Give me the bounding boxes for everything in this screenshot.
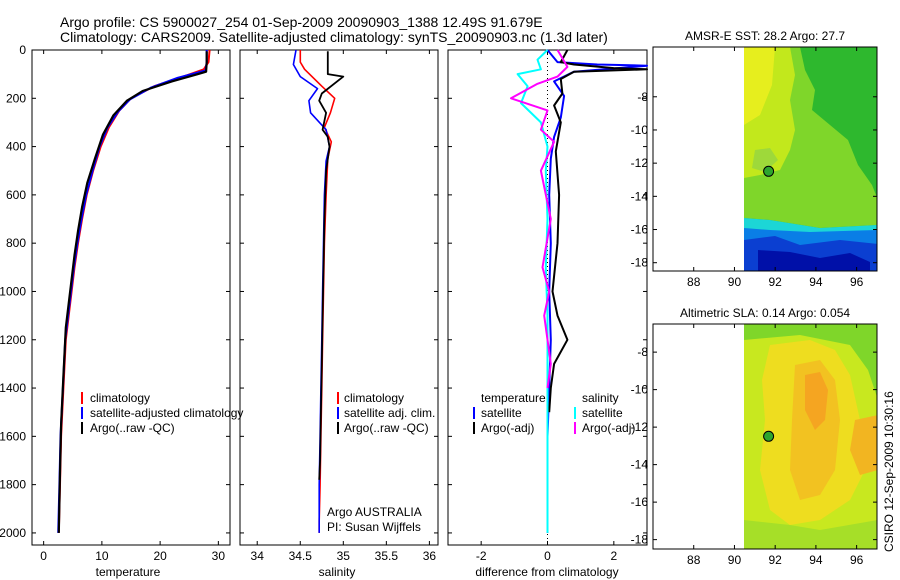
argo-position-marker-sst (763, 165, 775, 177)
x-tick-label: 2 (610, 549, 617, 563)
y-tick-label: 1000 (0, 284, 26, 298)
salinity-axes-frame (239, 49, 439, 546)
legend-salinity-heading: salinity (582, 391, 619, 405)
series-line-climatology (299, 50, 336, 533)
map-x-tick-label: 96 (850, 275, 864, 289)
series-line-climatology (57, 49, 211, 533)
map-y-tick-label: -10 (631, 383, 649, 397)
sst-map-title: AMSR-E SST: 28.2 Argo: 27.7 (685, 29, 845, 43)
map-y-tick-label: -16 (631, 223, 649, 237)
difference-panel: -2 0 2 difference from climatology tempera… (447, 49, 648, 579)
csiro-timestamp: CSIRO 12-Sep-2009 10:30:16 (882, 391, 896, 552)
map-x-tick-label: 90 (728, 275, 742, 289)
x-tick-label: 30 (212, 549, 226, 563)
salinity-panel: 34 34.5 35 35.5 36 salinity climatology sate… (239, 49, 439, 579)
difference-legend: temperature satellite Argo(-adj) salinit… (473, 391, 635, 435)
x-tick-label: 34.5 (289, 549, 313, 563)
legend-sat-adj: satellite adj. clim. (344, 406, 435, 420)
y-tick-label: 1600 (0, 429, 26, 443)
sla-map-frame (652, 323, 878, 550)
x-tick-label: 0 (544, 549, 551, 563)
difference-xlabel: difference from climatology (475, 565, 618, 579)
y-tick-label: 2000 (0, 526, 26, 540)
x-tick-label: 20 (153, 549, 167, 563)
map-x-tick-label: 92 (769, 275, 783, 289)
map-x-tick-label: 94 (809, 553, 823, 567)
x-tick-label: 35.5 (375, 549, 399, 563)
map-y-tick-label: -8 (637, 90, 648, 104)
legend-temperature-heading: temperature (481, 391, 546, 405)
x-tick-label: 0 (40, 549, 47, 563)
title-line-2: Climatology: CARS2009. Satellite-adjuste… (60, 29, 608, 45)
sla-map-panel: Altimetric SLA: 0.14 Argo: 0.054 88 90 92 9… (631, 306, 878, 567)
map-y-tick-label: -12 (631, 156, 649, 170)
y-tick-label: 1200 (0, 333, 26, 347)
salinity-lines (292, 49, 345, 533)
map-x-tick-label: 90 (728, 553, 742, 567)
argo-position-marker-sla (763, 430, 775, 442)
sst-map-frame (652, 46, 878, 272)
sst-heatmap (744, 47, 877, 271)
title-line-1: Argo profile: CS 5900027_254 01-Sep-2009… (60, 14, 543, 30)
map-y-tick-label: -8 (637, 345, 648, 359)
y-tick-label: 600 (6, 188, 26, 202)
map-y-tick-label: -14 (631, 458, 649, 472)
legend-argo: Argo(..raw -QC) (90, 421, 175, 435)
legend-sat-adjusted: satellite-adjusted climatology (90, 406, 243, 420)
sst-map-panel: AMSR-E SST: 28.2 Argo: 27.7 88 90 92 94 96 -8… (631, 29, 878, 289)
legend-temp-satellite: satellite (481, 406, 522, 420)
map-x-tick-label: 94 (809, 275, 823, 289)
legend-climatology: climatology (344, 391, 404, 405)
map-y-tick-label: -14 (631, 189, 649, 203)
map-x-tick-label: 88 (687, 275, 701, 289)
x-tick-label: 35 (337, 549, 351, 563)
y-tick-label: 0 (19, 43, 26, 57)
legend-sal-satellite: satellite (582, 406, 623, 420)
temperature-x-axis: 0 10 20 30 (40, 50, 225, 563)
map-x-tick-label: 88 (687, 553, 701, 567)
y-tick-label: 400 (6, 140, 26, 154)
depth-axis: 0 200 400 600 800 1000 1200 1400 1600 1800 2000 (0, 43, 647, 540)
series-line-satellite-adjusted-climatology (57, 50, 208, 533)
legend-temp-argo: Argo(-adj) (481, 421, 534, 435)
sst-map-axes: 88 90 92 94 96 -8 -10 -12 -14 -16 -18 (631, 47, 877, 289)
x-tick-label: 10 (95, 549, 109, 563)
x-tick-label: -2 (476, 549, 487, 563)
temperature-xlabel: temperature (96, 565, 161, 579)
temperature-legend: climatology satellite-adjusted climatolo… (81, 391, 243, 435)
legend-climatology: climatology (90, 391, 150, 405)
x-tick-label: 34 (251, 549, 265, 563)
legend-argo: Argo(..raw -QC) (344, 421, 429, 435)
y-tick-label: 200 (6, 91, 26, 105)
series-line-salinity-argo-adj- (510, 49, 569, 389)
map-y-tick-label: -10 (631, 123, 649, 137)
argo-pi: PI: Susan Wijffels (327, 520, 421, 534)
map-x-tick-label: 96 (850, 553, 864, 567)
series-line-salinity-satellite (516, 49, 549, 533)
series-line-argo-raw-qc- (57, 51, 208, 533)
sla-map-title: Altimetric SLA: 0.14 Argo: 0.054 (680, 306, 850, 320)
y-tick-label: 1800 (0, 478, 26, 492)
legend-sal-argo: Argo(-adj) (582, 421, 635, 435)
salinity-x-axis: 34 34.5 35 35.5 36 (251, 50, 437, 563)
y-tick-label: 800 (6, 236, 26, 250)
map-x-tick-label: 92 (769, 553, 783, 567)
map-y-tick-label: -18 (631, 256, 649, 270)
difference-lines (510, 49, 648, 533)
map-y-tick-label: -12 (631, 420, 649, 434)
temperature-axes-frame (31, 49, 231, 546)
argo-agency: Argo AUSTRALIA (327, 505, 422, 519)
temperature-lines (57, 49, 211, 533)
series-line-argo-raw-qc- (318, 51, 345, 480)
y-tick-label: 1400 (0, 381, 26, 395)
series-line-temperature-argo-adj- (548, 49, 648, 413)
map-y-tick-label: -16 (631, 495, 649, 509)
salinity-legend: climatology satellite adj. clim. Argo(..… (337, 391, 435, 435)
sla-map-axes: 88 90 92 94 96 -8 -10 -12 -14 -16 -18 (631, 324, 877, 567)
x-tick-label: 36 (423, 549, 437, 563)
map-y-tick-label: -18 (631, 533, 649, 547)
salinity-xlabel: salinity (319, 565, 356, 579)
